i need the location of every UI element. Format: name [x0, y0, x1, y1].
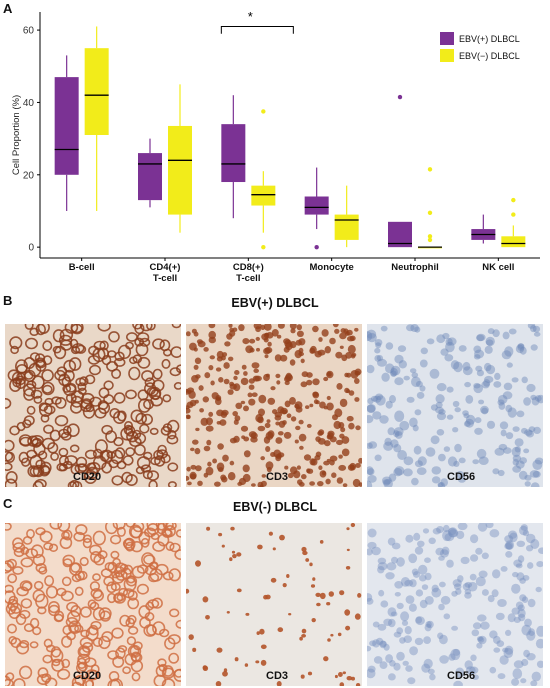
outlier-point	[427, 237, 433, 243]
tile-label: CD56	[447, 670, 476, 682]
x-tick-label: T-cell	[236, 273, 260, 284]
y-tick-label: 20	[23, 170, 35, 181]
tile-label: CD20	[73, 471, 102, 483]
panel-c-letter: C	[3, 496, 13, 511]
micrograph-image	[367, 523, 543, 686]
legend-item-ebv-positive: EBV(+) DLBCL	[440, 30, 520, 47]
outlier-point	[397, 94, 403, 100]
tile-label: CD3	[266, 670, 289, 682]
micrograph-image	[5, 523, 181, 686]
box-iqr	[304, 196, 329, 215]
y-tick-label: 0	[28, 243, 34, 254]
x-tick-label: B-cell	[69, 262, 95, 273]
x-tick-label: NK cell	[482, 262, 514, 273]
x-tick-label: Neutrophil	[391, 262, 439, 273]
panel-b-letter: B	[3, 293, 13, 308]
outlier-point	[427, 210, 433, 215]
outlier-point	[511, 197, 516, 203]
box-iqr	[54, 77, 79, 175]
outlier-point	[261, 244, 266, 250]
ihc-tile-b-cd3: CD3	[186, 324, 362, 487]
ihc-tile-b-cd20: CD20	[5, 324, 181, 487]
legend-label: EBV(+) DLBCL	[459, 33, 520, 44]
x-tick-label: CD8(+)	[233, 262, 264, 273]
legend-swatch	[440, 32, 454, 45]
legend-label: EBV(−) DLBCL	[459, 50, 520, 61]
legend-swatch	[440, 49, 454, 62]
ihc-tile-c-cd20: CD20	[5, 523, 181, 686]
x-tick-label: CD4(+)	[150, 262, 181, 273]
box-iqr	[138, 153, 162, 201]
tile-label: CD20	[73, 670, 102, 682]
micrograph-image	[186, 324, 362, 487]
box-iqr	[168, 125, 192, 215]
x-tick-label: Monocyte	[309, 262, 353, 273]
micrograph-image	[186, 523, 362, 686]
box-iqr	[84, 48, 109, 136]
outlier-point	[427, 167, 433, 172]
x-tick-label: T-cell	[153, 273, 177, 284]
legend-item-ebv-negative: EBV(−) DLBCL	[440, 47, 520, 64]
ihc-tile-c-cd3: CD3	[186, 523, 362, 686]
y-tick-label: 40	[23, 98, 35, 109]
panel-a-letter: A	[3, 1, 13, 16]
box-iqr	[251, 185, 276, 206]
micrograph-image	[5, 324, 181, 487]
outlier-point	[427, 234, 433, 239]
box-iqr	[221, 124, 246, 183]
significance-bracket	[220, 25, 294, 34]
tile-label: CD56	[447, 471, 476, 483]
ihc-tile-b-cd56: CD56	[367, 324, 543, 487]
outlier-point	[314, 244, 319, 250]
row-b-title: EBV(+) DLBCL	[231, 296, 319, 310]
outlier-point	[511, 212, 516, 217]
chart-legend: EBV(+) DLBCL EBV(−) DLBCL	[440, 30, 520, 64]
outlier-point	[261, 109, 266, 114]
significance-star: *	[248, 9, 253, 24]
y-tick-label: 60	[23, 26, 35, 37]
ihc-tile-c-cd56: CD56	[367, 523, 543, 686]
micrograph-image	[367, 324, 543, 487]
row-c-title: EBV(-) DLBCL	[232, 500, 317, 514]
y-axis-title: Cell Proportion (%)	[11, 95, 22, 175]
box-iqr	[334, 214, 359, 240]
box-iqr	[501, 236, 526, 248]
tile-label: CD3	[266, 471, 289, 483]
